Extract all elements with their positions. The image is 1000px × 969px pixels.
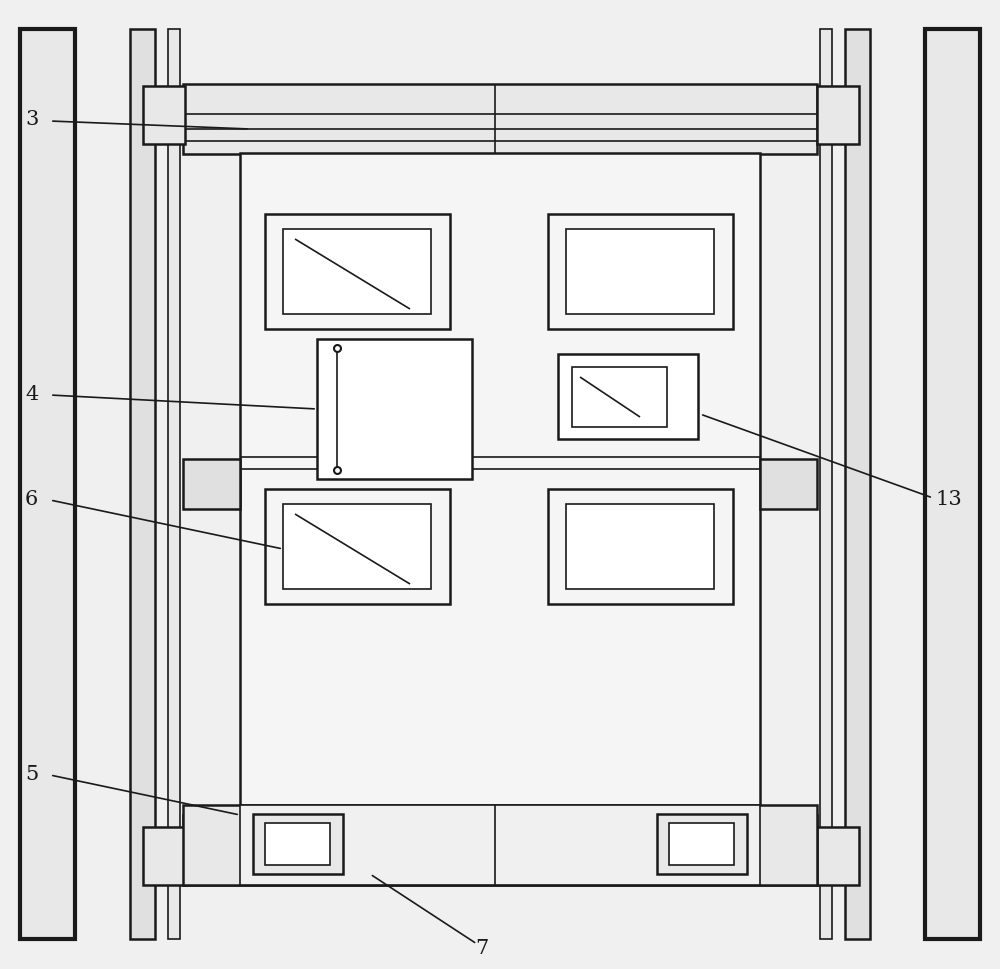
Bar (183, 84, 817, 154)
Text: 13: 13 (935, 489, 962, 509)
Bar (283, 229, 431, 314)
Bar (845, 29, 870, 939)
Text: 3: 3 (25, 109, 38, 129)
Bar (265, 823, 330, 865)
Bar (265, 489, 450, 604)
Bar (183, 459, 240, 509)
Bar (572, 367, 667, 427)
Text: 7: 7 (475, 940, 488, 958)
Text: 4: 4 (25, 385, 38, 403)
Bar (265, 214, 450, 329)
Bar (317, 339, 472, 479)
Bar (240, 805, 760, 885)
Bar (240, 153, 760, 815)
Text: 5: 5 (25, 765, 38, 784)
Bar (820, 29, 832, 939)
Bar (657, 814, 747, 874)
Bar (168, 29, 180, 939)
Bar (143, 86, 185, 144)
Bar (548, 214, 733, 329)
Bar (817, 86, 859, 144)
Bar (548, 489, 733, 604)
Text: 6: 6 (25, 489, 38, 509)
Bar (669, 823, 734, 865)
Bar (130, 29, 155, 939)
Bar (283, 504, 431, 589)
Bar (566, 229, 714, 314)
Bar (143, 827, 185, 885)
Bar (558, 354, 698, 439)
Bar (20, 29, 75, 939)
Bar (566, 504, 714, 589)
Bar (253, 814, 343, 874)
Bar (817, 827, 859, 885)
Bar (183, 815, 817, 885)
Bar (925, 29, 980, 939)
Bar (183, 805, 817, 885)
Bar (760, 459, 817, 509)
